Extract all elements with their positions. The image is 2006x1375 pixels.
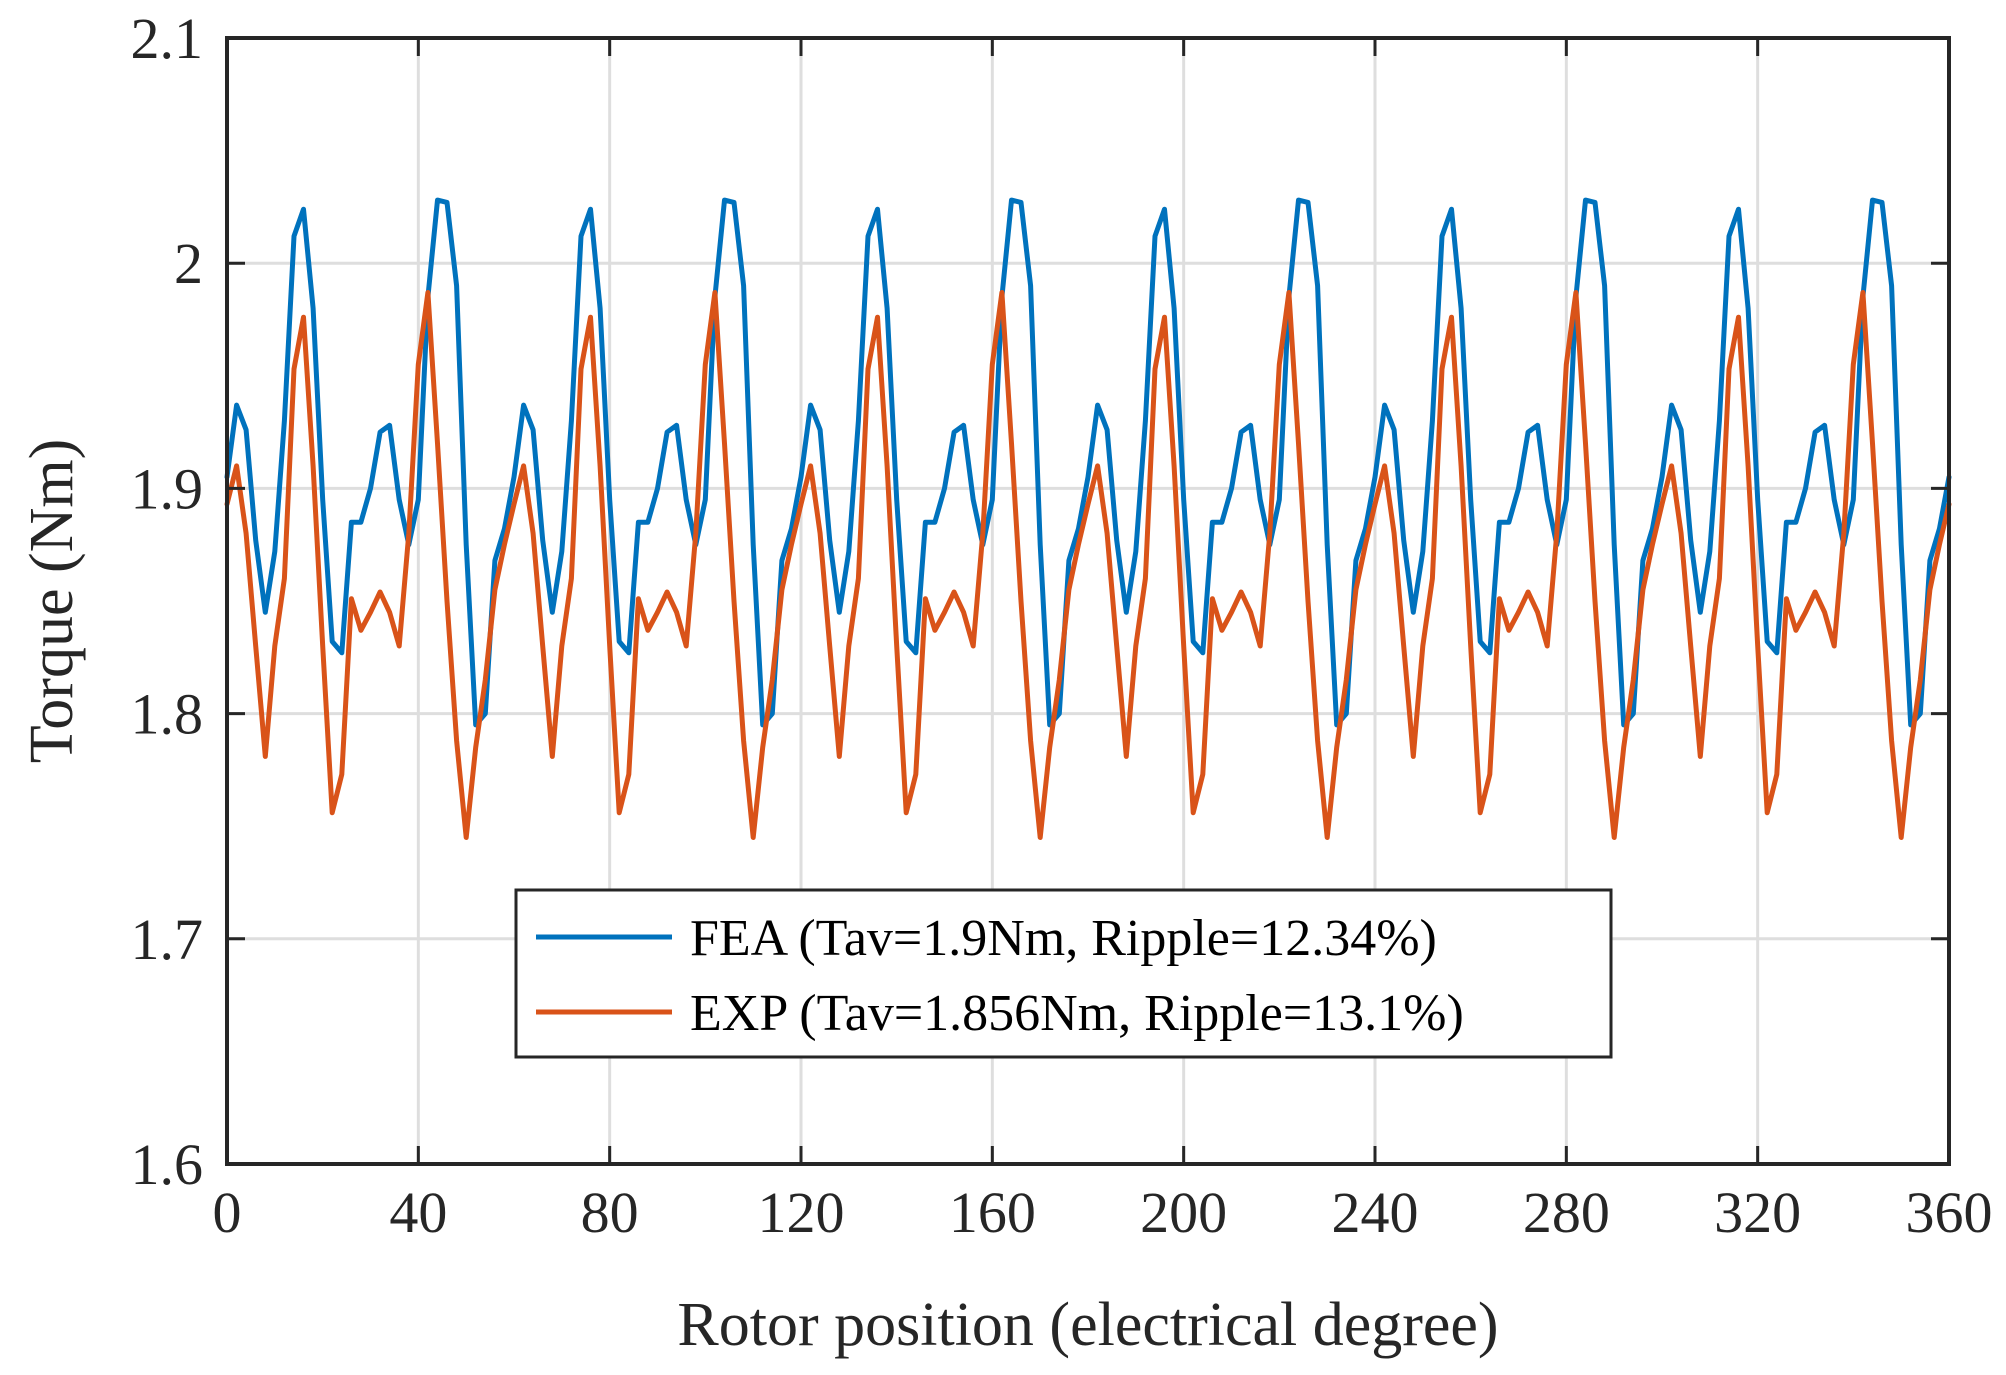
x-tick-label: 160 [949, 1180, 1036, 1245]
y-tick-label: 1.6 [131, 1132, 204, 1197]
plot-frame [225, 36, 1951, 1166]
legend-label-fea: FEA (Tav=1.9Nm, Ripple=12.34%) [690, 910, 1437, 967]
tick-labels: 0 40 80 120 160 200 240 280 320 360 1.6 1.7 1.8 1.9 2 2… [131, 6, 1993, 1245]
x-tick-label: 80 [581, 1180, 639, 1245]
series-line-exp [224, 290, 1952, 840]
legend-box [514, 888, 1613, 1059]
x-tick-label: 240 [1332, 1180, 1419, 1245]
x-tick-label: 40 [389, 1180, 447, 1245]
x-tick-label: 360 [1906, 1180, 1993, 1245]
y-tick-label: 1.9 [131, 456, 204, 521]
y-tick-label: 1.7 [131, 907, 204, 972]
y-tick-label: 1.8 [131, 682, 204, 747]
axis-ticks [225, 36, 1951, 1166]
legend: FEA (Tav=1.9Nm, Ripple=12.34%) EXP (Tav=… [514, 888, 1613, 1059]
x-tick-label: 280 [1523, 1180, 1610, 1245]
x-axis-label: Rotor position (electrical degree) [677, 1291, 1498, 1359]
x-tick-label: 320 [1714, 1180, 1801, 1245]
series-lines [224, 197, 1952, 840]
x-tick-label: 200 [1140, 1180, 1227, 1245]
y-tick-label: 2.1 [131, 6, 204, 71]
series-line-fea [224, 197, 1952, 728]
y-axis-label: Torque (Nm) [18, 439, 86, 764]
legend-label-exp: EXP (Tav=1.856Nm, Ripple=13.1%) [690, 985, 1464, 1042]
y-tick-label: 2 [174, 231, 203, 296]
x-tick-label: 0 [213, 1180, 242, 1245]
x-tick-label: 120 [758, 1180, 845, 1245]
